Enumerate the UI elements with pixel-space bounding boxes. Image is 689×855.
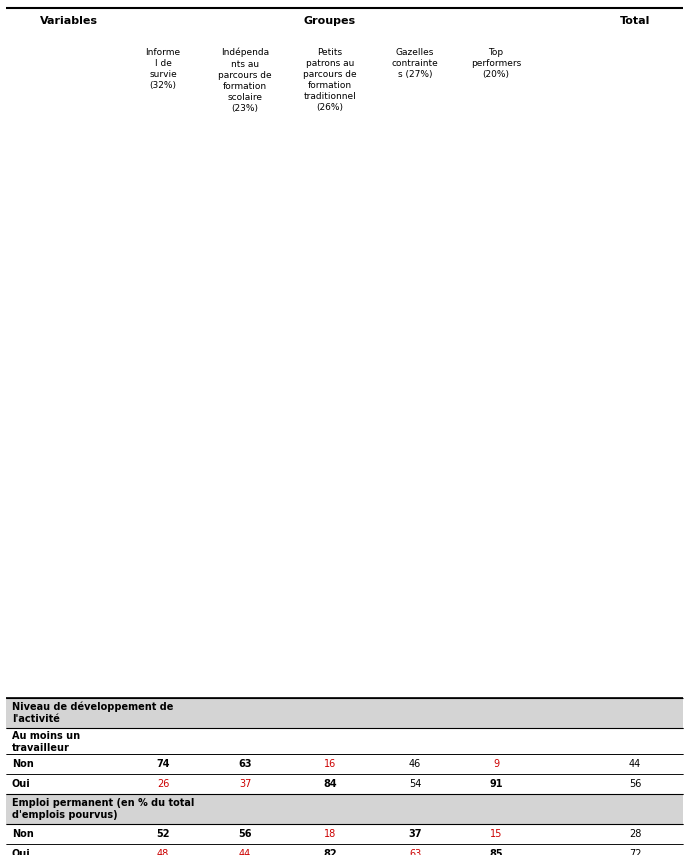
Text: 84: 84 [323,779,337,789]
Text: 85: 85 [489,849,503,855]
Text: 9: 9 [493,759,499,769]
Text: 82: 82 [323,849,337,855]
Text: Indépenda
nts au
parcours de
formation
scolaire
(23%): Indépenda nts au parcours de formation s… [218,48,272,113]
Text: 48: 48 [157,849,169,855]
Text: Emploi permanent (en % du total
d'emplois pourvus): Emploi permanent (en % du total d'emploi… [12,799,194,820]
Text: Top
performers
(20%): Top performers (20%) [471,48,521,80]
Text: 18: 18 [324,829,336,839]
Text: 46: 46 [409,759,421,769]
Text: 15: 15 [490,829,502,839]
Text: 37: 37 [409,829,422,839]
Text: 37: 37 [239,779,251,789]
Text: Total: Total [620,16,650,26]
Text: 56: 56 [629,779,641,789]
Text: Oui: Oui [12,849,31,855]
Text: Petits
patrons au
parcours de
formation
traditionnel
(26%): Petits patrons au parcours de formation … [303,48,357,113]
Text: 26: 26 [157,779,169,789]
Text: 91: 91 [489,779,503,789]
Text: 63: 63 [238,759,251,769]
Text: Non: Non [12,829,34,839]
Text: Au moins un
travailleur: Au moins un travailleur [12,731,80,752]
Text: 63: 63 [409,849,421,855]
Text: Non: Non [12,759,34,769]
Text: 16: 16 [324,759,336,769]
Text: Groupes: Groupes [304,16,356,26]
Text: 56: 56 [238,829,251,839]
Text: Informe
l de
survie
(32%): Informe l de survie (32%) [145,48,181,91]
Bar [6,698,683,728]
Text: 54: 54 [409,779,421,789]
Text: Oui: Oui [12,779,31,789]
Text: Niveau de développement de
l'activité: Niveau de développement de l'activité [12,702,174,724]
Text: Variables: Variables [40,16,98,26]
Text: 44: 44 [629,759,641,769]
Text: 28: 28 [629,829,641,839]
Text: 52: 52 [156,829,169,839]
Text: 74: 74 [156,759,169,769]
Text: 44: 44 [239,849,251,855]
Bar [6,794,683,824]
Text: Gazelles
contrainte
s (27%): Gazelles contrainte s (27%) [391,48,438,80]
Text: 72: 72 [629,849,641,855]
